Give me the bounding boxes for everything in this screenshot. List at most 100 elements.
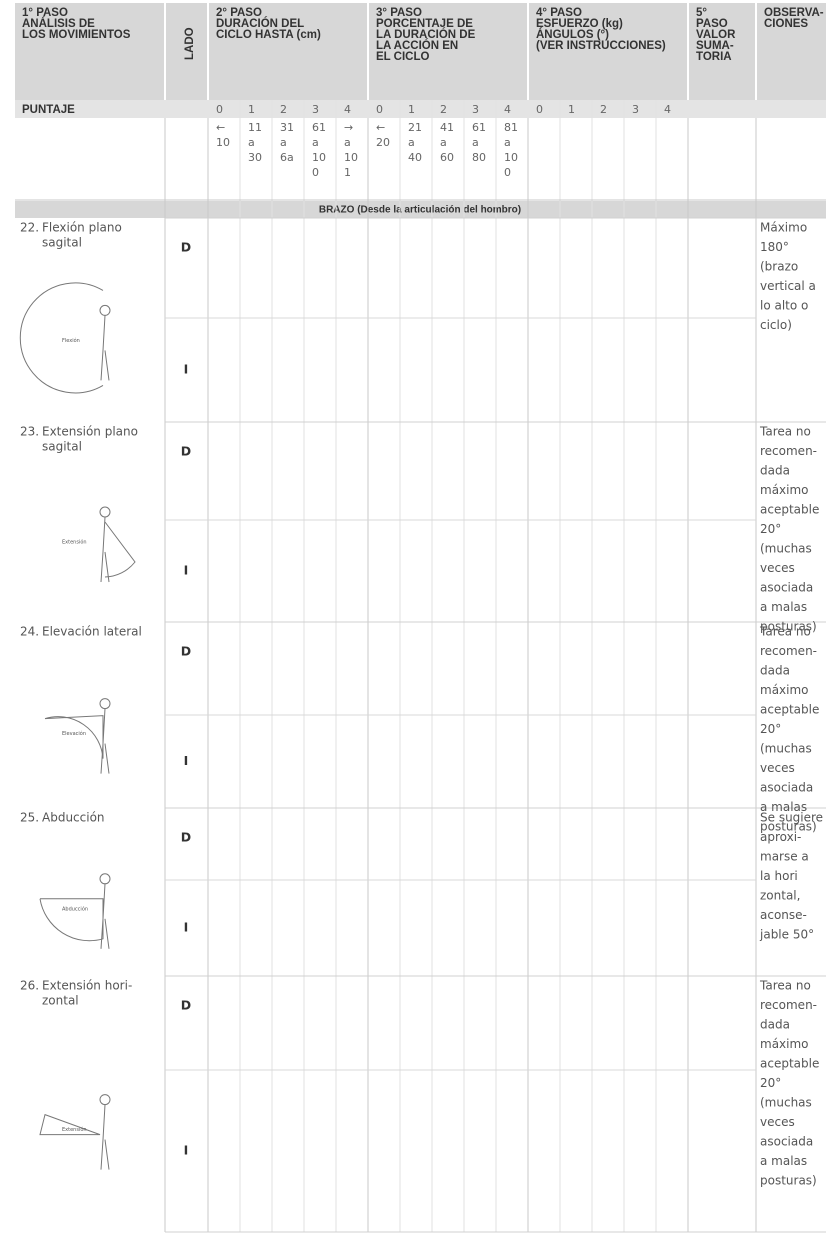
score: 0 (216, 103, 223, 116)
figure-label: Elevación (62, 730, 86, 737)
range: 0 (504, 166, 511, 179)
figure-label: Abducción (62, 905, 88, 912)
observation: Tarea no (759, 625, 811, 639)
side-label: I (184, 753, 189, 768)
observation: marse a (760, 850, 809, 864)
range: 10 (312, 151, 326, 164)
observation: aconse- (760, 908, 807, 922)
range: a (248, 136, 255, 149)
header-text: LADO (184, 27, 196, 60)
score: 0 (376, 103, 383, 116)
observation: ciclo) (760, 318, 792, 332)
observation: Tarea no (759, 979, 811, 993)
observation: dada (760, 464, 790, 478)
range: 81 (504, 121, 518, 134)
observation: dada (760, 1018, 790, 1032)
observation: asociada (760, 781, 813, 795)
figure-label: Extensión (62, 1126, 87, 1133)
figure-head (99, 698, 111, 710)
range: 41 (440, 121, 454, 134)
observation: (muchas (760, 1096, 812, 1110)
figure-head (99, 1094, 111, 1106)
header-band (15, 3, 826, 100)
range: a (408, 136, 415, 149)
item-label: Abducción (42, 811, 105, 825)
observation: dada (760, 664, 790, 678)
observation: posturas) (760, 820, 817, 834)
range: ← (376, 121, 385, 134)
score: 2 (280, 103, 287, 116)
range: 0 (312, 166, 319, 179)
observation: (brazo (760, 260, 798, 274)
header-text: PASO (696, 18, 728, 30)
item-label: sagital (42, 236, 82, 250)
header-text: 5° (696, 7, 707, 19)
header-text: LA DURACIÓN DE (376, 28, 476, 41)
observation: 20° (760, 522, 781, 536)
observation: asociada (760, 581, 813, 595)
header-text: (VER INSTRUCCIONES) (536, 40, 666, 52)
header-text: TORIA (696, 51, 732, 63)
score: 1 (408, 103, 415, 116)
figure-body (100, 708, 110, 774)
observation: recomen- (760, 444, 817, 458)
observation: veces (760, 1115, 795, 1129)
observation: 20° (760, 1076, 781, 1090)
header-text: LA ACCIÓN EN (376, 39, 458, 52)
figure-arc (104, 521, 136, 578)
observation: zontal, (760, 889, 800, 903)
item-number: 22. (20, 221, 39, 235)
range: 31 (280, 121, 294, 134)
observation: posturas) (760, 620, 817, 634)
observation: recomen- (760, 998, 817, 1012)
header-text: SUMA- (696, 40, 734, 52)
range: → (344, 121, 353, 134)
item-label: zontal (42, 994, 79, 1008)
range: 10 (216, 136, 230, 149)
range: 80 (472, 151, 486, 164)
range: 10 (344, 151, 358, 164)
score: 3 (472, 103, 479, 116)
observation: lo alto o (760, 299, 808, 313)
item-label: Extensión plano (42, 425, 138, 439)
item-label: Extensión hori- (42, 979, 132, 993)
score: 4 (664, 103, 671, 116)
score: 4 (344, 103, 351, 116)
score: 3 (312, 103, 319, 116)
observation: veces (760, 561, 795, 575)
range: 20 (376, 136, 390, 149)
side-label: D (181, 998, 191, 1013)
header-text: CIONES (764, 18, 808, 30)
observation: Tarea no (759, 425, 811, 439)
observation: Máximo (760, 221, 807, 235)
observation: vertical a (760, 279, 816, 293)
range: 6a (280, 151, 294, 164)
figure-arc (39, 1113, 101, 1136)
observation: máximo (760, 683, 809, 697)
range: 11 (248, 121, 262, 134)
range: 30 (248, 151, 262, 164)
observation: veces (760, 761, 795, 775)
range: 21 (408, 121, 422, 134)
header-text: ESFUERZO (kg) (536, 18, 623, 30)
header-text: 1° PASO (22, 7, 68, 19)
item-label: sagital (42, 440, 82, 454)
observation: a malas (760, 1154, 807, 1168)
score: 1 (248, 103, 255, 116)
header-text: PORCENTAJE DE (376, 18, 473, 30)
score-band (15, 100, 826, 118)
item-number: 26. (20, 979, 39, 993)
observation: máximo (760, 1037, 809, 1051)
score: 0 (536, 103, 543, 116)
observation: a malas (760, 600, 807, 614)
observation: aceptable (760, 1057, 819, 1071)
side-label: D (181, 644, 191, 659)
score: 4 (504, 103, 511, 116)
observation: a malas (760, 800, 807, 814)
observation: aproxi- (760, 830, 801, 844)
figure-body (100, 516, 110, 583)
observation: jable 50° (759, 928, 814, 942)
figure-label: Flexión (62, 337, 80, 344)
item-label: Flexión plano (42, 221, 122, 235)
